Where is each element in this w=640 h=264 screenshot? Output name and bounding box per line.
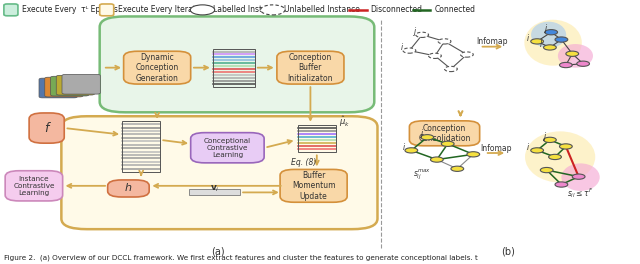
Text: Labelled Instance: Labelled Instance: [213, 5, 281, 14]
Text: Conception
Buffer
Initializaton: Conception Buffer Initializaton: [287, 53, 333, 83]
FancyBboxPatch shape: [56, 75, 95, 95]
Circle shape: [260, 5, 285, 15]
FancyBboxPatch shape: [280, 169, 347, 202]
Text: Disconnected: Disconnected: [371, 5, 422, 14]
Circle shape: [416, 32, 429, 37]
Text: Execute Every  τᴸ Epochs: Execute Every τᴸ Epochs: [22, 5, 118, 14]
Circle shape: [543, 137, 556, 143]
Text: Figure 2.  (a) Overview of our DCCL framework. We first extract features and clu: Figure 2. (a) Overview of our DCCL frame…: [4, 254, 478, 261]
FancyBboxPatch shape: [108, 180, 149, 197]
Text: Instance
Contrastive
Learning: Instance Contrastive Learning: [13, 176, 54, 196]
Text: l: l: [540, 40, 542, 49]
Ellipse shape: [558, 44, 593, 68]
Circle shape: [555, 37, 568, 42]
Circle shape: [451, 166, 464, 171]
Circle shape: [421, 135, 434, 140]
Circle shape: [531, 39, 543, 44]
Text: Buffer
Momentum
Update: Buffer Momentum Update: [292, 171, 335, 201]
Circle shape: [461, 52, 473, 57]
Text: i: i: [527, 143, 529, 152]
Circle shape: [429, 53, 442, 58]
Text: f: f: [45, 121, 49, 135]
FancyBboxPatch shape: [124, 51, 191, 84]
FancyBboxPatch shape: [39, 78, 77, 98]
Text: j: j: [421, 129, 423, 138]
Bar: [189, 189, 240, 195]
Circle shape: [442, 141, 454, 147]
Text: $\mathbf{v}_i$: $\mathbf{v}_i$: [210, 183, 220, 194]
FancyBboxPatch shape: [5, 171, 63, 201]
Circle shape: [467, 152, 479, 157]
Circle shape: [577, 61, 589, 66]
Ellipse shape: [531, 22, 566, 48]
Circle shape: [531, 148, 543, 153]
FancyBboxPatch shape: [62, 74, 100, 94]
Circle shape: [431, 157, 444, 162]
Circle shape: [445, 66, 458, 72]
Text: i: i: [403, 143, 404, 152]
Text: Infomap: Infomap: [477, 37, 508, 46]
Circle shape: [405, 148, 418, 153]
Text: i: i: [401, 43, 403, 52]
Text: Conception
Consolidation: Conception Consolidation: [419, 124, 470, 143]
Text: $s_{ij}^{max}$: $s_{ij}^{max}$: [413, 168, 431, 182]
Text: Eq. (8): Eq. (8): [291, 158, 317, 167]
Text: j: j: [413, 27, 415, 36]
Text: $\hat{\mu}_k$: $\hat{\mu}_k$: [339, 115, 350, 129]
Circle shape: [566, 51, 579, 56]
Text: Connected: Connected: [435, 5, 476, 14]
Circle shape: [190, 5, 214, 15]
FancyBboxPatch shape: [51, 76, 89, 96]
FancyBboxPatch shape: [4, 4, 18, 16]
Ellipse shape: [524, 20, 582, 66]
Ellipse shape: [561, 163, 600, 191]
Text: h: h: [125, 183, 132, 194]
Text: Unlabelled Instance: Unlabelled Instance: [284, 5, 360, 14]
FancyBboxPatch shape: [191, 133, 264, 163]
Text: (b): (b): [502, 247, 515, 257]
Bar: [213, 49, 255, 87]
Circle shape: [403, 48, 416, 53]
FancyBboxPatch shape: [100, 16, 374, 112]
Circle shape: [548, 154, 561, 159]
Text: i: i: [527, 34, 529, 43]
Text: Conceptional
Contrastive
Learning: Conceptional Contrastive Learning: [204, 138, 251, 158]
Circle shape: [572, 174, 585, 179]
Text: Dynamic
Conception
Generation: Dynamic Conception Generation: [136, 53, 179, 83]
Bar: [298, 125, 336, 152]
FancyBboxPatch shape: [61, 116, 378, 229]
FancyBboxPatch shape: [45, 77, 83, 97]
Text: j: j: [544, 132, 546, 141]
Circle shape: [559, 62, 572, 68]
Text: Execute Every Iteration: Execute Every Iteration: [118, 5, 207, 14]
Circle shape: [545, 30, 557, 35]
Text: j: j: [545, 24, 547, 33]
Bar: [122, 121, 161, 172]
FancyBboxPatch shape: [277, 51, 344, 84]
Ellipse shape: [525, 131, 595, 182]
Circle shape: [559, 144, 572, 149]
Circle shape: [555, 182, 568, 187]
Text: $s_{il} \leq \tau^F$: $s_{il} \leq \tau^F$: [567, 186, 594, 200]
Circle shape: [438, 39, 451, 44]
FancyBboxPatch shape: [410, 121, 479, 146]
Text: Infomap: Infomap: [481, 144, 512, 153]
Circle shape: [540, 167, 553, 173]
Text: (a): (a): [211, 247, 225, 257]
FancyBboxPatch shape: [100, 4, 114, 16]
FancyBboxPatch shape: [29, 113, 64, 143]
Circle shape: [543, 45, 556, 50]
